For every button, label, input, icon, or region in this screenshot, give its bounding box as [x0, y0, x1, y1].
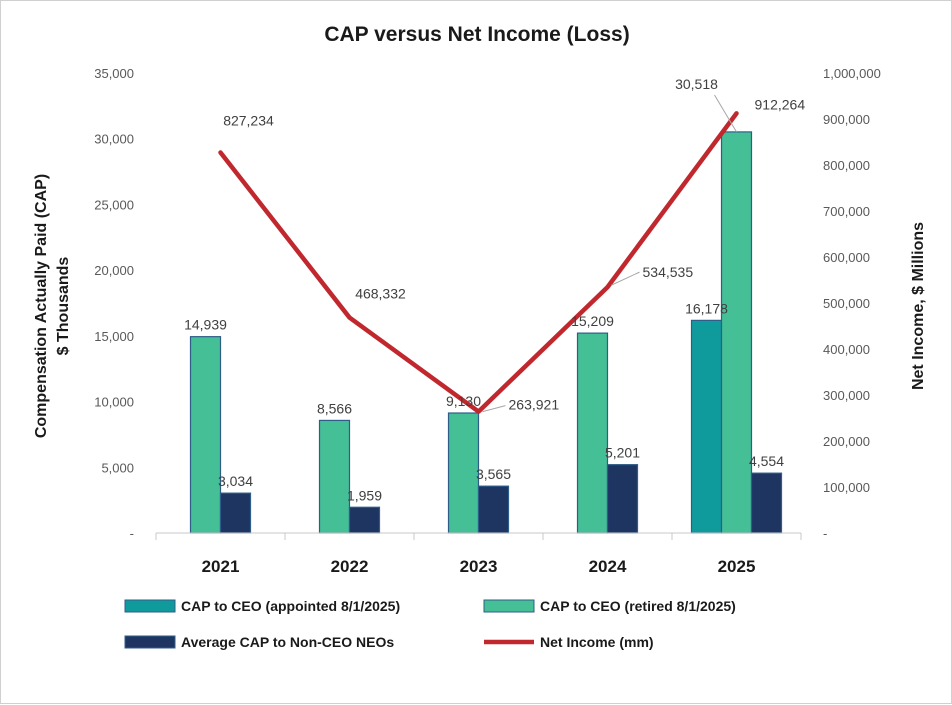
bar-cap-to-ceo-retired-8-1-2025--2021	[189, 336, 222, 534]
right-axis-ticks: - 100,000 200,000 300,000 400,000 500,000 600,…	[823, 66, 881, 541]
left-tick-label-5: 25,000	[94, 197, 134, 212]
data-label-cap-to-ceo-retired-8-1-2025--2021: 14,939	[184, 317, 227, 333]
data-label-net-income-2023: 263,921	[509, 397, 560, 413]
legend-label-cap-to-ceo-retired-8-1-2025-: CAP to CEO (retired 8/1/2025)	[540, 598, 736, 614]
data-label-net-income-2022: 468,332	[355, 286, 406, 302]
left-axis-label: Compensation Actually Paid (CAP) $ Thous…	[33, 174, 72, 438]
leader-line-retired-2025	[714, 94, 737, 133]
left-tick-label-6: 30,000	[94, 132, 134, 147]
leader-line-net-income-2023	[482, 405, 506, 413]
bar-average-cap-to-non-ceo-neos-2021	[219, 492, 252, 534]
legend-swatch-average-cap-to-non-ceo-neos	[124, 635, 176, 649]
data-label-cap-to-ceo-retired-8-1-2025--2024: 15,209	[571, 313, 614, 329]
legend-swatch-cap-to-ceo-retired-8-1-2025-	[483, 599, 535, 613]
left-axis-label-line2: $ Thousands	[55, 257, 72, 356]
net-income-line	[218, 111, 739, 414]
leader-line-net-income-2024	[611, 271, 640, 286]
data-label-cap-to-ceo-retired-8-1-2025--2023: 9,130	[446, 393, 481, 409]
left-tick-label-3: 15,000	[94, 329, 134, 344]
right-tick-label-8: 800,000	[823, 158, 870, 173]
data-label-average-cap-to-non-ceo-neos-2024: 5,201	[605, 445, 640, 461]
left-tick-label-2: 10,000	[94, 395, 134, 410]
category-labels-layer: 2021 2022 2023 2024 2025	[202, 557, 756, 576]
legend-label-net-income-mm-: Net Income (mm)	[540, 634, 654, 650]
left-axis-ticks: - 5,000 10,000 15,000 20,000 25,000 30,000 35,0…	[94, 66, 134, 541]
data-labels-layer: 14,939 3,034 8,566 1,959 9,130 3,565 15,209 5,2…	[184, 76, 805, 503]
data-label-net-income-2021: 827,234	[223, 112, 274, 128]
bar-average-cap-to-non-ceo-neos-2023	[477, 485, 510, 534]
right-axis-label: Net Income, $ Millions	[910, 222, 927, 390]
left-tick-label-1: 5,000	[101, 460, 134, 475]
data-label-cap-to-ceo-retired-8-1-2025--2025: 30,518	[675, 76, 718, 92]
legend-swatch-cap-to-ceo-appointed-8-1-2025-	[124, 599, 176, 613]
category-label-2021: 2021	[202, 557, 240, 576]
bar-cap-to-ceo-appointed-8-1-2025--2025	[690, 319, 723, 534]
category-label-2022: 2022	[331, 557, 369, 576]
data-label-net-income-2025: 912,264	[755, 96, 806, 112]
legend-label-average-cap-to-non-ceo-neos: Average CAP to Non-CEO NEOs	[181, 634, 394, 650]
right-tick-label-9: 900,000	[823, 112, 870, 127]
right-tick-label-10: 1,000,000	[823, 66, 881, 81]
right-tick-label-6: 600,000	[823, 250, 870, 265]
x-axis-layer	[155, 532, 802, 540]
right-tick-label-5: 500,000	[823, 296, 870, 311]
left-tick-label-7: 35,000	[94, 66, 134, 81]
bar-average-cap-to-non-ceo-neos-2025	[750, 472, 783, 534]
bar-cap-to-ceo-retired-8-1-2025--2024	[576, 332, 609, 534]
right-tick-label-3: 300,000	[823, 388, 870, 403]
net-income-line-layer	[218, 111, 739, 414]
left-axis-label-line1: Compensation Actually Paid (CAP)	[33, 174, 50, 438]
category-label-2025: 2025	[718, 557, 756, 576]
legend-label-cap-to-ceo-appointed-8-1-2025-: CAP to CEO (appointed 8/1/2025)	[181, 598, 400, 614]
category-label-2023: 2023	[460, 557, 498, 576]
right-tick-label-4: 400,000	[823, 342, 870, 357]
data-label-cap-to-ceo-retired-8-1-2025--2022: 8,566	[317, 400, 352, 416]
bar-average-cap-to-non-ceo-neos-2024	[606, 464, 639, 534]
left-tick-label-4: 20,000	[94, 263, 134, 278]
bar-cap-to-ceo-retired-8-1-2025--2025	[720, 131, 753, 534]
bars-layer	[189, 131, 783, 534]
data-label-net-income-2024: 534,535	[643, 264, 694, 280]
data-label-average-cap-to-non-ceo-neos-2025: 4,554	[749, 453, 784, 469]
data-label-average-cap-to-non-ceo-neos-2023: 3,565	[476, 466, 511, 482]
data-label-average-cap-to-non-ceo-neos-2021: 3,034	[218, 473, 253, 489]
bar-cap-to-ceo-retired-8-1-2025--2022	[318, 419, 351, 534]
right-tick-label-0: -	[823, 526, 827, 541]
left-tick-label-0: -	[130, 526, 134, 541]
legend: CAP to CEO (appointed 8/1/2025) CAP to CE…	[124, 598, 736, 650]
data-label-cap-to-ceo-appointed-8-1-2025--2025: 16,178	[685, 300, 728, 316]
bar-cap-to-ceo-retired-8-1-2025--2023	[447, 412, 480, 534]
data-label-average-cap-to-non-ceo-neos-2022: 1,959	[347, 487, 382, 503]
right-tick-label-2: 200,000	[823, 434, 870, 449]
right-tick-label-1: 100,000	[823, 480, 870, 495]
bar-average-cap-to-non-ceo-neos-2022	[348, 506, 381, 534]
right-tick-label-7: 700,000	[823, 204, 870, 219]
chart-title: CAP versus Net Income (Loss)	[324, 23, 629, 46]
category-label-2024: 2024	[589, 557, 627, 576]
